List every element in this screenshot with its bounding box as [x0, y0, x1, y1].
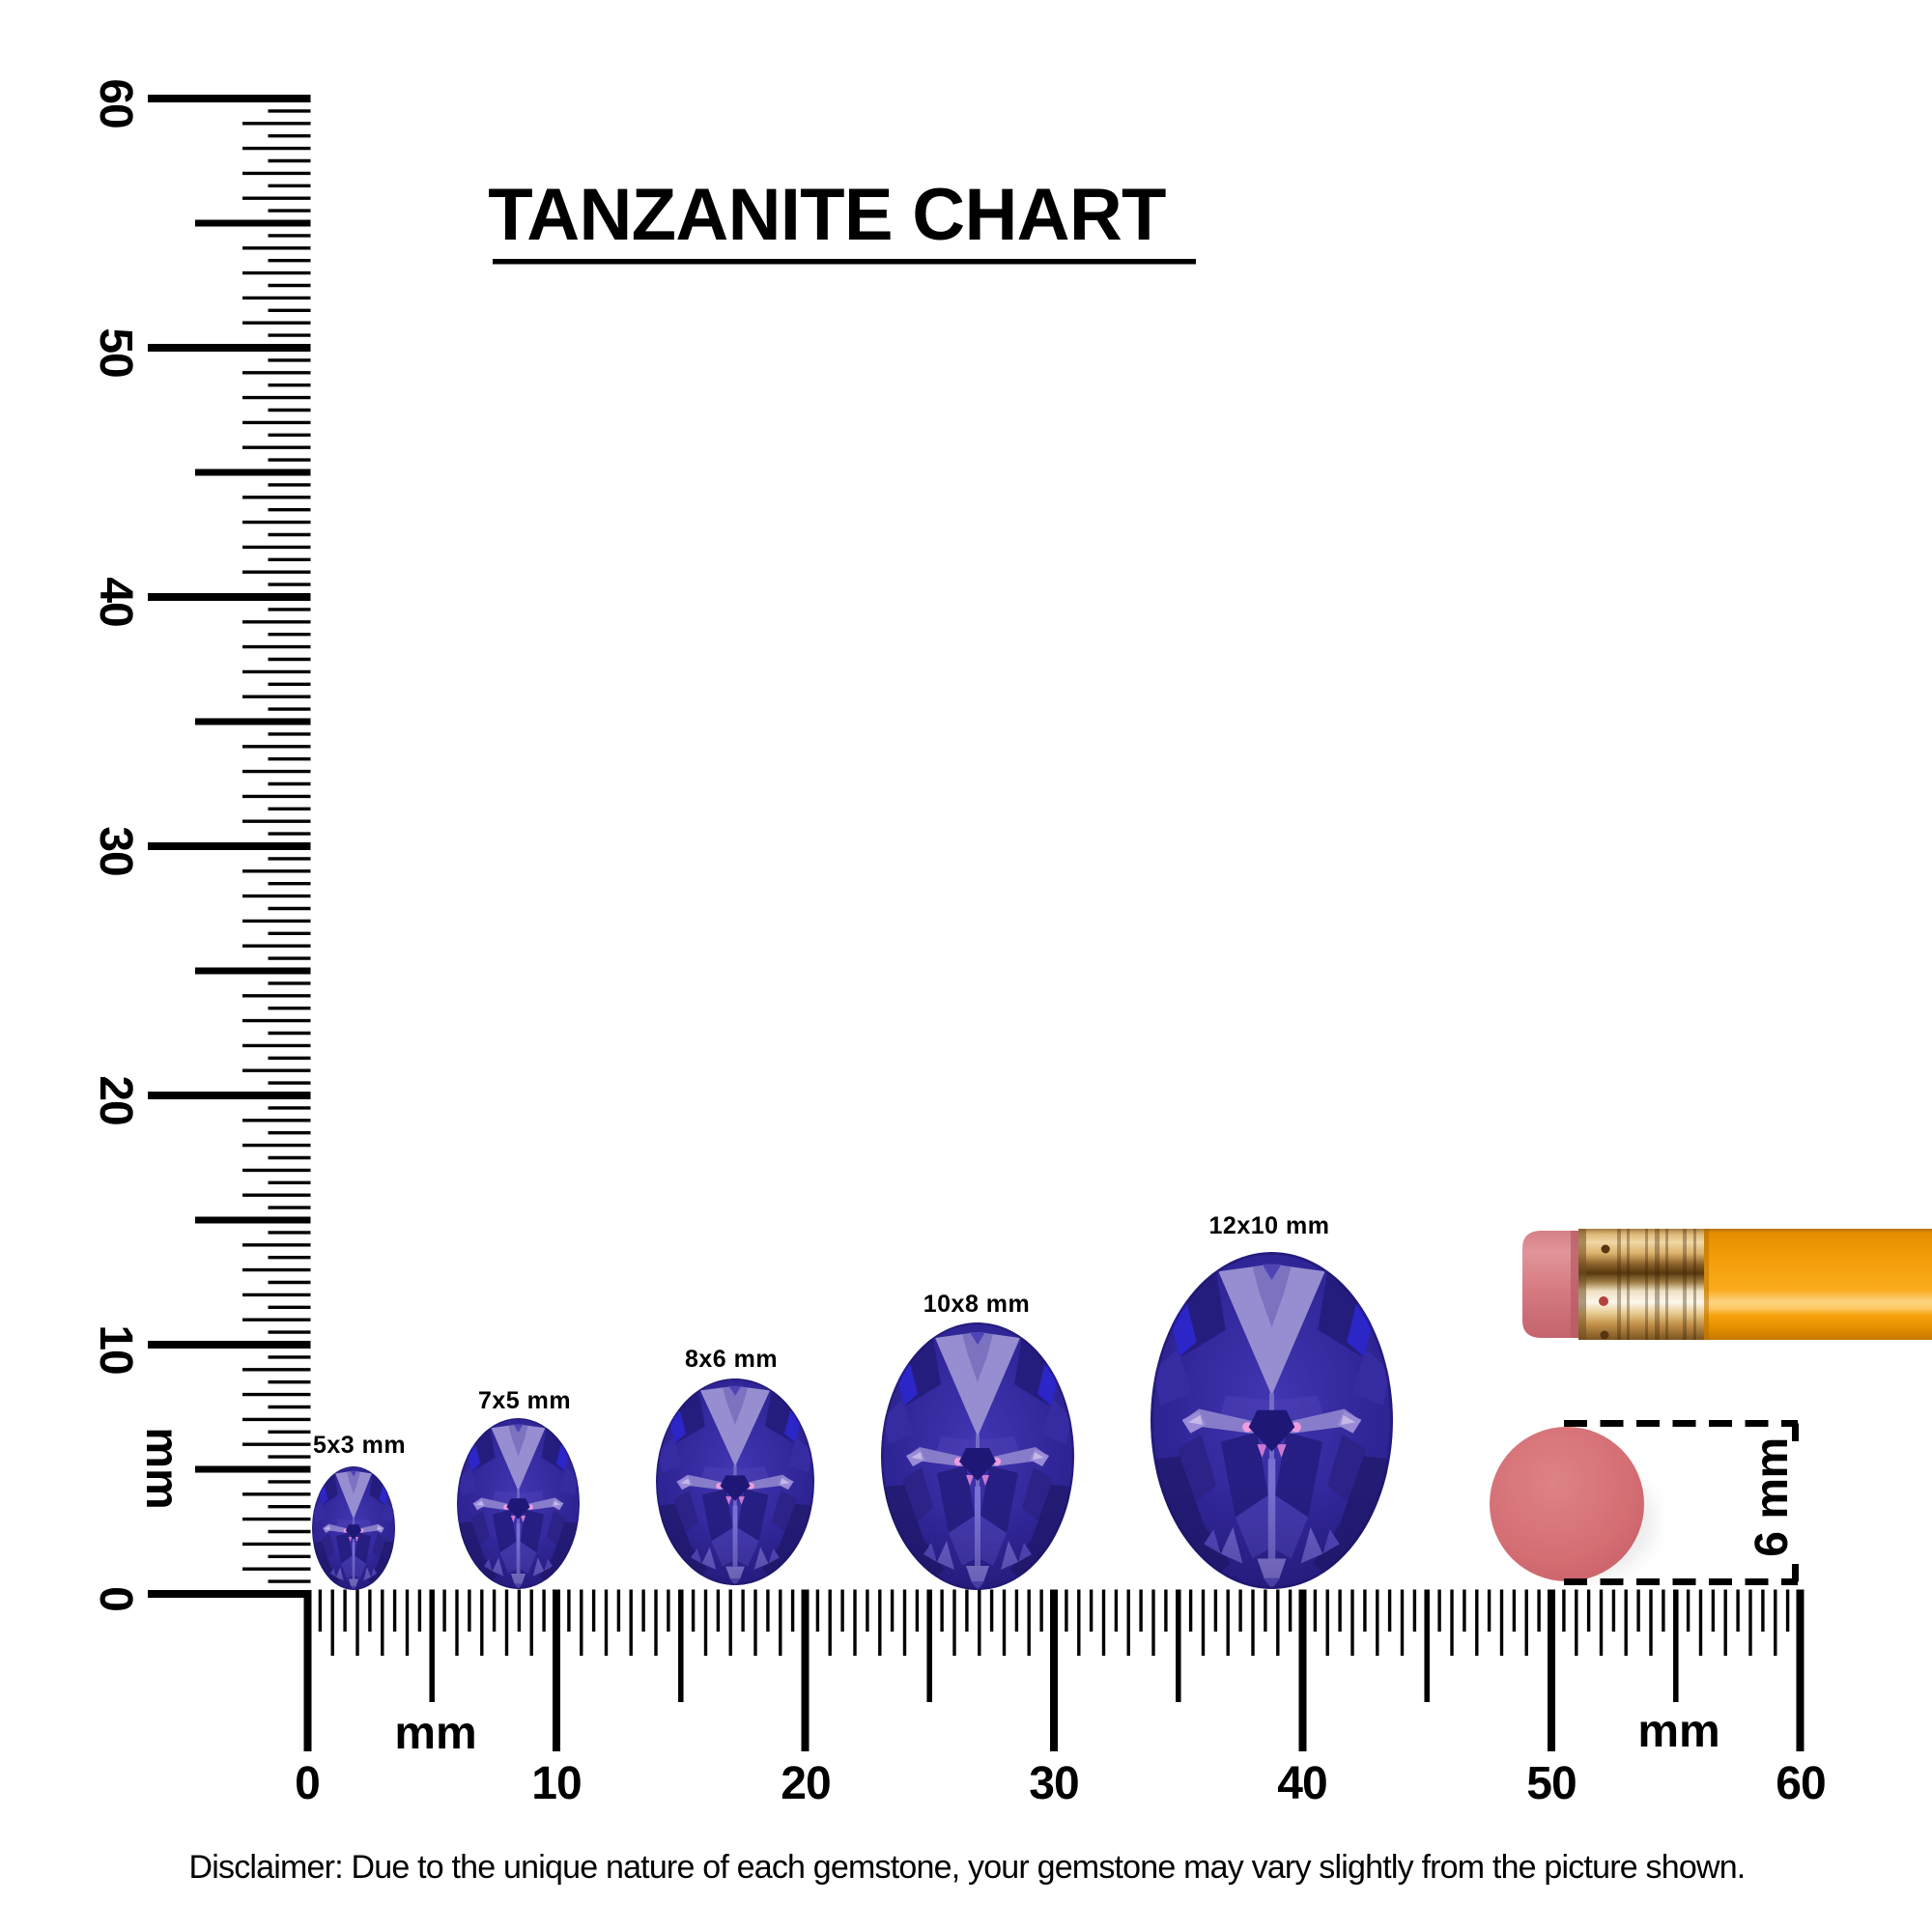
svg-text:mm: mm — [394, 1708, 476, 1759]
svg-text:40: 40 — [90, 577, 141, 626]
svg-text:0: 0 — [90, 1586, 141, 1611]
svg-text:60: 60 — [1776, 1758, 1825, 1809]
svg-text:mm: mm — [1637, 1706, 1719, 1757]
svg-text:40: 40 — [1277, 1758, 1326, 1809]
svg-text:50: 50 — [1526, 1758, 1576, 1809]
svg-text:6 mm: 6 mm — [1747, 1437, 1798, 1556]
svg-text:50: 50 — [90, 327, 141, 377]
svg-text:30: 30 — [1029, 1758, 1078, 1809]
svg-text:TANZANITE CHART: TANZANITE CHART — [488, 174, 1166, 256]
svg-text:7x5 mm: 7x5 mm — [478, 1387, 571, 1414]
svg-text:mm: mm — [136, 1427, 187, 1509]
svg-text:12x10 mm: 12x10 mm — [1209, 1212, 1330, 1239]
svg-text:30: 30 — [90, 826, 141, 875]
svg-text:5x3 mm: 5x3 mm — [313, 1432, 406, 1459]
svg-text:20: 20 — [781, 1758, 830, 1809]
svg-text:10: 10 — [531, 1758, 581, 1809]
svg-text:0: 0 — [295, 1758, 320, 1809]
svg-text:20: 20 — [90, 1075, 141, 1124]
svg-text:8x6 mm: 8x6 mm — [685, 1346, 778, 1373]
svg-text:Disclaimer: Due to the unique: Disclaimer: Due to the unique nature of … — [189, 1849, 1746, 1886]
svg-text:60: 60 — [90, 78, 141, 128]
svg-text:10: 10 — [90, 1324, 141, 1374]
svg-text:10x8 mm: 10x8 mm — [923, 1291, 1031, 1318]
